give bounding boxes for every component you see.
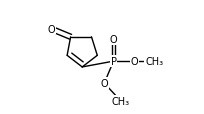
- Text: O: O: [109, 35, 117, 45]
- Text: CH₃: CH₃: [111, 96, 129, 106]
- Text: P: P: [110, 57, 116, 67]
- Text: CH₃: CH₃: [144, 57, 162, 67]
- Text: O: O: [47, 25, 54, 34]
- Text: O: O: [130, 57, 137, 67]
- Text: O: O: [100, 78, 108, 88]
